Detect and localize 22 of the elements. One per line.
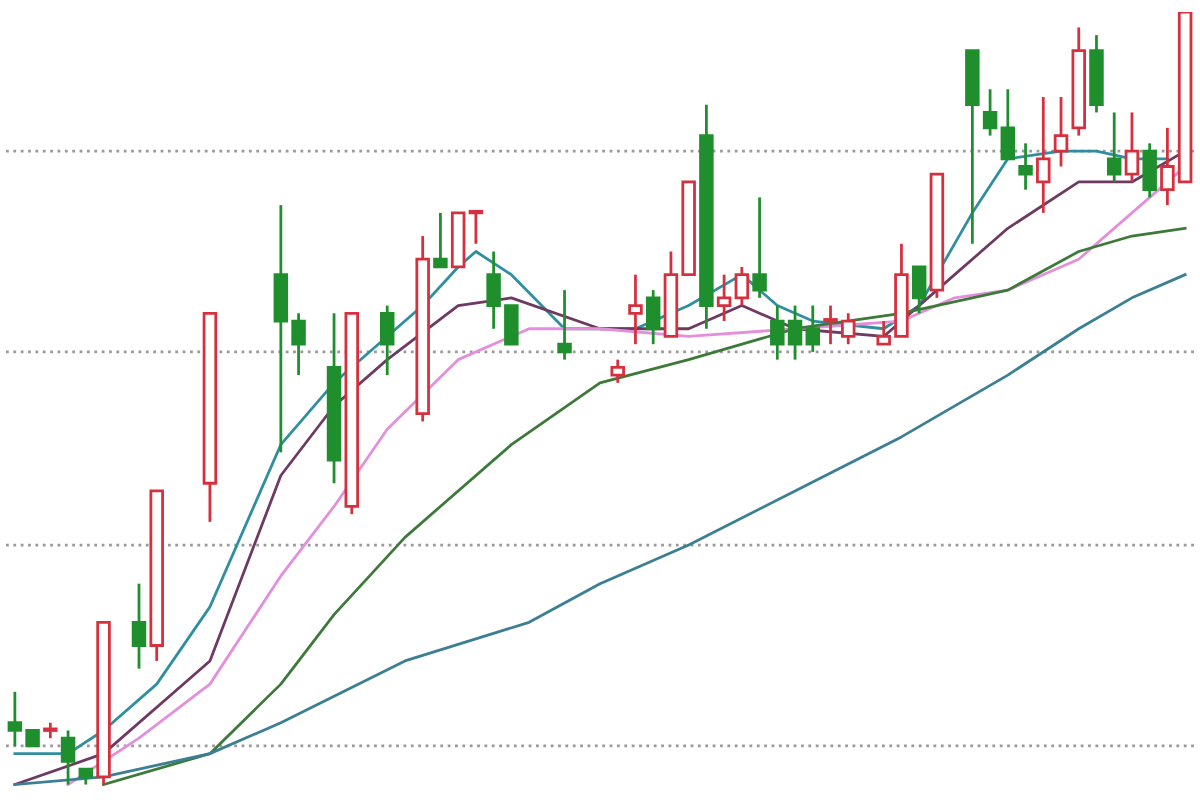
- candlestick: [1036, 95, 1051, 215]
- candlestick: [60, 729, 76, 786]
- candlestick: [433, 211, 448, 269]
- candlestick: [1124, 111, 1140, 184]
- candlestick: [468, 209, 484, 246]
- candlestick: [911, 265, 927, 315]
- candlestick: [1018, 141, 1033, 192]
- candlestick: [1053, 95, 1069, 168]
- candlestick: [982, 87, 998, 137]
- candlestick: [645, 288, 661, 346]
- candlestick: [557, 288, 572, 362]
- candlestick: [628, 273, 643, 346]
- candlestick: [1000, 87, 1016, 161]
- candlestick: [610, 358, 625, 385]
- candlestick: [734, 265, 750, 307]
- candlestick: [1106, 111, 1122, 184]
- candlestick: [752, 196, 767, 300]
- candlestick: [805, 304, 821, 354]
- candlestick: [1142, 141, 1157, 199]
- candlestick: [379, 304, 395, 377]
- candlestick: [131, 582, 147, 671]
- candlestick: [716, 273, 732, 323]
